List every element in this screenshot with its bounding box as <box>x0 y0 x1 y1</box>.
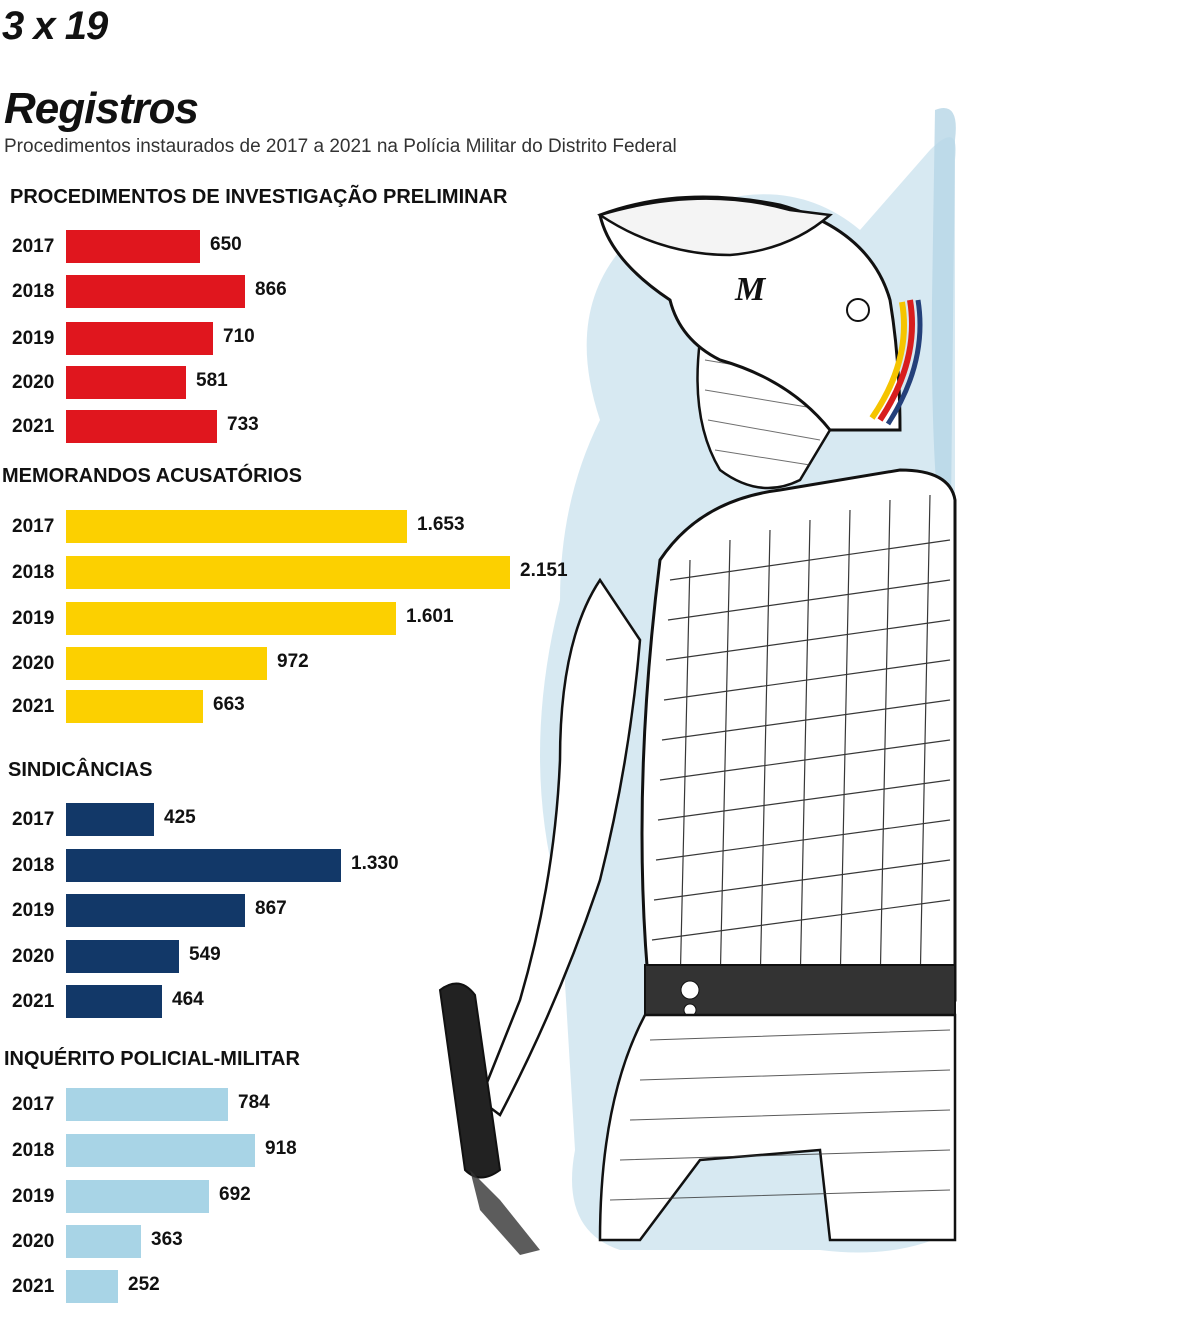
value-label: 692 <box>219 1184 251 1205</box>
year-label: 2021 <box>12 991 55 1012</box>
bar <box>66 985 162 1018</box>
chart-title: SINDICÂNCIAS <box>8 759 153 781</box>
year-label: 2018 <box>12 562 55 583</box>
trousers <box>598 1013 957 1242</box>
value-label: 549 <box>189 944 221 965</box>
bar <box>66 894 245 927</box>
value-label: 252 <box>128 1274 160 1295</box>
page-title: Registros <box>4 84 199 133</box>
helmet-visor <box>597 197 833 257</box>
value-label: 918 <box>265 1138 297 1159</box>
year-label: 2018 <box>12 1140 55 1161</box>
page-tag: 3 x 19 <box>2 4 108 48</box>
bar <box>66 366 186 399</box>
bar <box>66 1134 255 1167</box>
value-label: 363 <box>151 1229 183 1250</box>
value-label: 2.151 <box>520 560 568 581</box>
chart-title: INQUÉRITO POLICIAL-MILITAR <box>4 1048 300 1070</box>
value-label: 1.653 <box>417 514 465 535</box>
value-label: 784 <box>238 1092 270 1113</box>
bar <box>66 647 267 680</box>
bar <box>66 322 213 355</box>
helmet-stripe-red <box>877 299 915 422</box>
bar <box>66 230 200 263</box>
year-label: 2018 <box>12 281 55 302</box>
arm <box>478 577 642 1117</box>
helmet <box>598 195 902 432</box>
page-subtitle: Procedimentos instaurados de 2017 a 2021… <box>4 136 677 157</box>
year-label: 2017 <box>12 236 55 257</box>
value-label: 866 <box>255 279 287 300</box>
helmet-stripe-yellow <box>869 301 907 420</box>
bar <box>66 1180 209 1213</box>
year-label: 2019 <box>12 608 55 629</box>
vest-shape <box>640 468 957 1002</box>
value-label: 1.330 <box>351 853 399 874</box>
value-label: 710 <box>223 326 255 347</box>
year-label: 2019 <box>12 1186 55 1207</box>
value-label: 464 <box>172 989 204 1010</box>
bar <box>66 803 154 836</box>
year-label: 2021 <box>12 1276 55 1297</box>
value-label: 663 <box>213 694 245 715</box>
bar <box>66 510 407 543</box>
bar <box>66 940 179 973</box>
year-label: 2017 <box>12 1094 55 1115</box>
bar <box>66 410 217 443</box>
value-label: 581 <box>196 370 228 391</box>
year-label: 2021 <box>12 696 55 717</box>
year-label: 2019 <box>12 900 55 921</box>
value-label: 650 <box>210 234 242 255</box>
year-label: 2019 <box>12 328 55 349</box>
bar <box>66 275 245 308</box>
helmet-letter: M <box>734 271 767 308</box>
value-label: 972 <box>277 651 309 672</box>
year-label: 2020 <box>12 653 55 674</box>
year-label: 2018 <box>12 855 55 876</box>
chart-title: PROCEDIMENTOS DE INVESTIGAÇÃO PRELIMINAR <box>10 186 508 208</box>
bar <box>66 556 510 589</box>
year-label: 2020 <box>12 946 55 967</box>
bar <box>66 1088 228 1121</box>
bar <box>66 690 203 723</box>
year-label: 2020 <box>12 1231 55 1252</box>
year-label: 2020 <box>12 372 55 393</box>
bar <box>66 849 341 882</box>
bar <box>66 1225 141 1258</box>
bar <box>66 1270 118 1303</box>
value-label: 733 <box>227 414 259 435</box>
value-label: 867 <box>255 898 287 919</box>
year-label: 2021 <box>12 416 55 437</box>
year-label: 2017 <box>12 516 55 537</box>
chart-title: MEMORANDOS ACUSATÓRIOS <box>2 465 302 487</box>
value-label: 425 <box>164 807 196 828</box>
value-label: 1.601 <box>406 606 454 627</box>
year-label: 2017 <box>12 809 55 830</box>
bar <box>66 602 396 635</box>
helmet-stripe-blue <box>885 299 923 426</box>
